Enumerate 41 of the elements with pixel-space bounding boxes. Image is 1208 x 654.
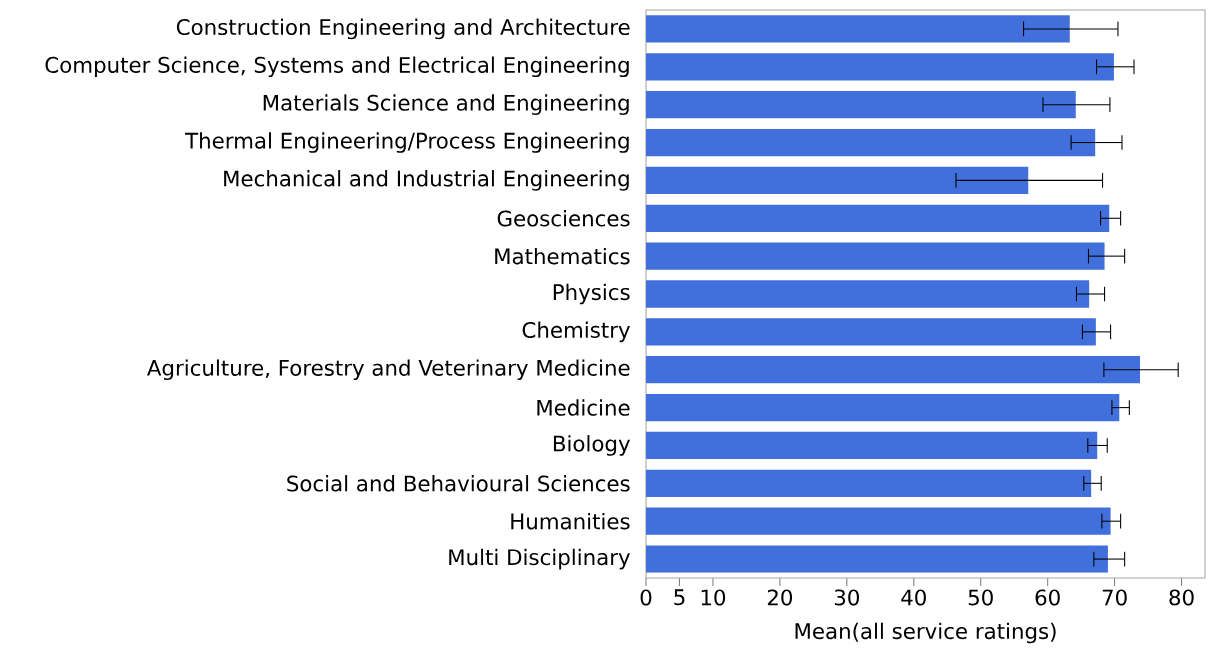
x-tick-label: 30 <box>834 589 859 606</box>
bar <box>646 545 1108 573</box>
y-tick-label: Computer Science, Systems and Electrical Engineering <box>45 56 629 78</box>
y-tick-label: Materials Science and Engineering <box>263 94 629 115</box>
bar <box>646 356 1141 384</box>
bar <box>646 242 1105 270</box>
bar <box>646 128 1096 157</box>
y-tick-label: Mechanical and Industrial Engineering <box>224 170 629 191</box>
x-tick-label: 20 <box>767 589 793 606</box>
x-tick-label: 60 <box>1035 589 1060 606</box>
y-tick-label: Multi Disciplinary <box>449 548 630 570</box>
x-tick-label: 70 <box>1102 589 1127 606</box>
x-tick-label: 40 <box>901 589 926 606</box>
bar <box>646 166 1029 195</box>
x-tick-label: 5 <box>674 589 685 606</box>
y-tick-label: Physics <box>553 283 630 305</box>
y-tick-label: Biology <box>553 435 630 456</box>
bar <box>646 469 1092 497</box>
y-tick-label: Chemistry <box>522 321 630 343</box>
bar <box>646 431 1098 460</box>
x-axis-title: Mean(all service ratings) <box>795 622 1056 644</box>
bar <box>646 53 1114 81</box>
y-tick-label: Thermal Engineering/Process Engineering <box>185 132 629 153</box>
x-tick-label: 10 <box>701 589 726 606</box>
bar <box>646 91 1076 119</box>
y-tick-label: Medicine <box>537 399 630 416</box>
y-tick-label: Social and Behavioural Sciences <box>287 475 630 492</box>
bar <box>646 204 1110 232</box>
bar <box>646 393 1120 422</box>
x-tick-label: 50 <box>968 589 993 606</box>
bar <box>646 318 1096 346</box>
bar <box>646 507 1111 535</box>
x-tick-label: 80 <box>1169 589 1194 606</box>
y-tick-label: Agriculture, Forestry and Veterinary Medicine <box>147 359 630 381</box>
y-tick-label: Construction Engineering and Architecture <box>176 18 630 40</box>
y-tick-label: Geosciences <box>497 210 630 227</box>
bar <box>646 280 1090 308</box>
x-tick-label: 0 <box>640 589 652 606</box>
y-tick-label: Humanities <box>511 512 630 530</box>
y-tick-label: Mathematics <box>495 247 630 265</box>
bar <box>646 15 1070 43</box>
